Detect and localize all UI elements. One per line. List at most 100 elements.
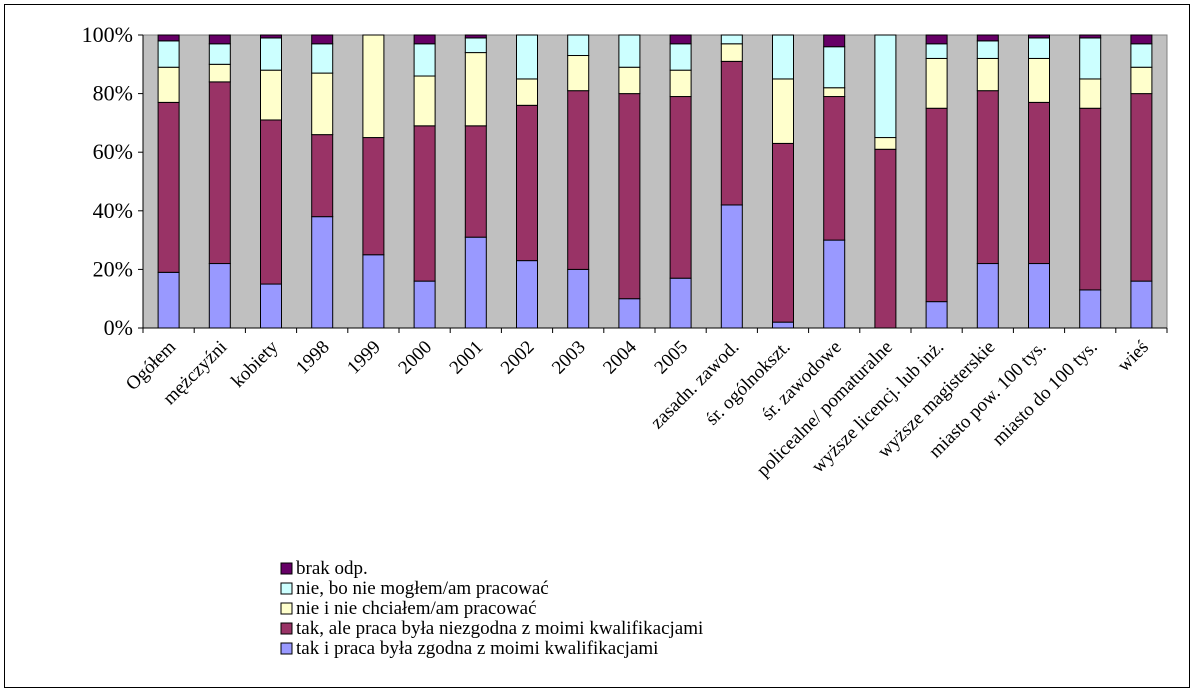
bar-segment	[925, 34, 948, 45]
bar-segment	[157, 40, 180, 68]
bar-segment	[823, 239, 846, 329]
bar-segment	[618, 298, 641, 329]
bar-segment	[208, 43, 231, 65]
bar-segment	[567, 90, 590, 270]
bar-segment	[720, 43, 743, 62]
bar-segment	[516, 104, 538, 262]
bar-segment	[976, 40, 999, 59]
bar-segment	[1028, 263, 1050, 329]
bar-segment	[720, 34, 743, 45]
bar-segment	[567, 55, 590, 92]
x-category-label: 1999	[343, 337, 385, 379]
legend-swatch	[280, 622, 293, 635]
bar-segment	[1130, 280, 1153, 329]
bars-group	[157, 34, 1153, 329]
bar-segment	[772, 78, 794, 144]
bar-segment	[260, 119, 282, 285]
bar-segment	[311, 134, 334, 218]
bar-segment	[1079, 78, 1102, 109]
bar-segment	[925, 301, 948, 329]
x-category-label: 2003	[548, 337, 590, 379]
bar-segment	[1130, 34, 1153, 45]
bar-segment	[157, 271, 180, 329]
bar-segment	[669, 277, 692, 329]
legend-swatch	[280, 602, 293, 615]
bar-segment	[874, 34, 897, 139]
bar-segment	[157, 66, 180, 103]
plot-area	[142, 34, 1168, 329]
bar-segment	[1079, 289, 1102, 329]
bar-segment	[618, 66, 641, 95]
bar-segment	[669, 69, 692, 98]
bar-segment	[157, 34, 180, 42]
bar-segment	[1130, 93, 1153, 282]
x-category-label: wieś	[1113, 337, 1152, 376]
bar-segment	[464, 236, 487, 329]
x-category-label: 2004	[599, 336, 641, 378]
bar-segment	[413, 34, 436, 45]
bar-segment	[1028, 101, 1050, 265]
bar-segment	[208, 263, 231, 329]
bar-segment	[157, 101, 180, 273]
bar-segment	[516, 78, 538, 106]
bar-segment	[208, 63, 231, 83]
bar-segment	[413, 43, 436, 77]
y-tick-label: 60%	[93, 139, 133, 164]
bar-segment	[669, 34, 692, 45]
bar-segment	[464, 34, 487, 39]
bar-segment	[976, 34, 999, 42]
legend: brak odp.nie, bo nie mogłem/am pracowaćn…	[280, 558, 703, 659]
legend-swatch	[280, 582, 293, 595]
legend-label: brak odp.	[296, 558, 368, 579]
bar-segment	[823, 87, 846, 98]
bar-segment	[618, 93, 641, 300]
bar-segment	[925, 43, 948, 59]
bar-segment	[516, 34, 538, 80]
x-category-label: zasadn. zawod.	[647, 337, 744, 434]
bar-segment	[1079, 37, 1102, 80]
bar-segment	[1028, 34, 1050, 39]
bar-segment	[311, 72, 334, 136]
legend-label: nie, bo nie mogłem/am pracować	[296, 578, 549, 599]
bar-segment	[976, 57, 999, 92]
bar-segment	[516, 260, 538, 329]
bar-segment	[925, 107, 948, 303]
bar-segment	[772, 142, 794, 323]
x-category-label: 2000	[394, 337, 436, 379]
bar-segment	[823, 96, 846, 241]
y-tick-label: 80%	[93, 81, 133, 106]
bar-segment	[567, 34, 590, 57]
bar-segment	[976, 90, 999, 265]
bar-segment	[874, 137, 897, 150]
bar-segment	[260, 37, 282, 71]
legend-label: tak i praca była zgodna z moimi kwalifik…	[296, 638, 658, 659]
bar-segment	[669, 96, 692, 279]
bar-segment	[1028, 57, 1050, 103]
bar-segment	[260, 34, 282, 39]
bar-segment	[823, 34, 846, 48]
x-category-label: kobiety	[227, 336, 283, 392]
bar-segment	[925, 57, 948, 109]
y-tick-label: 40%	[93, 198, 133, 223]
bar-segment	[1130, 66, 1153, 95]
bar-segment	[208, 34, 231, 45]
bar-segment	[413, 280, 436, 329]
bar-segment	[311, 216, 334, 329]
bar-segment	[976, 263, 999, 329]
bar-segment	[362, 254, 385, 329]
bar-segment	[874, 148, 897, 329]
bar-segment	[772, 34, 794, 80]
bar-segment	[772, 321, 794, 329]
y-tick-label: 20%	[93, 256, 133, 281]
bar-segment	[208, 81, 231, 265]
x-category-label: 2002	[497, 337, 539, 379]
bar-segment	[260, 283, 282, 329]
bar-segment	[1130, 43, 1153, 68]
legend-label: tak, ale praca była niezgodna z moimi kw…	[296, 618, 703, 639]
bar-segment	[413, 125, 436, 282]
bar-segment	[1028, 37, 1050, 59]
bar-segment	[464, 37, 487, 54]
y-axis: 0% 20% 40% 60% 80% 100%	[82, 22, 144, 340]
